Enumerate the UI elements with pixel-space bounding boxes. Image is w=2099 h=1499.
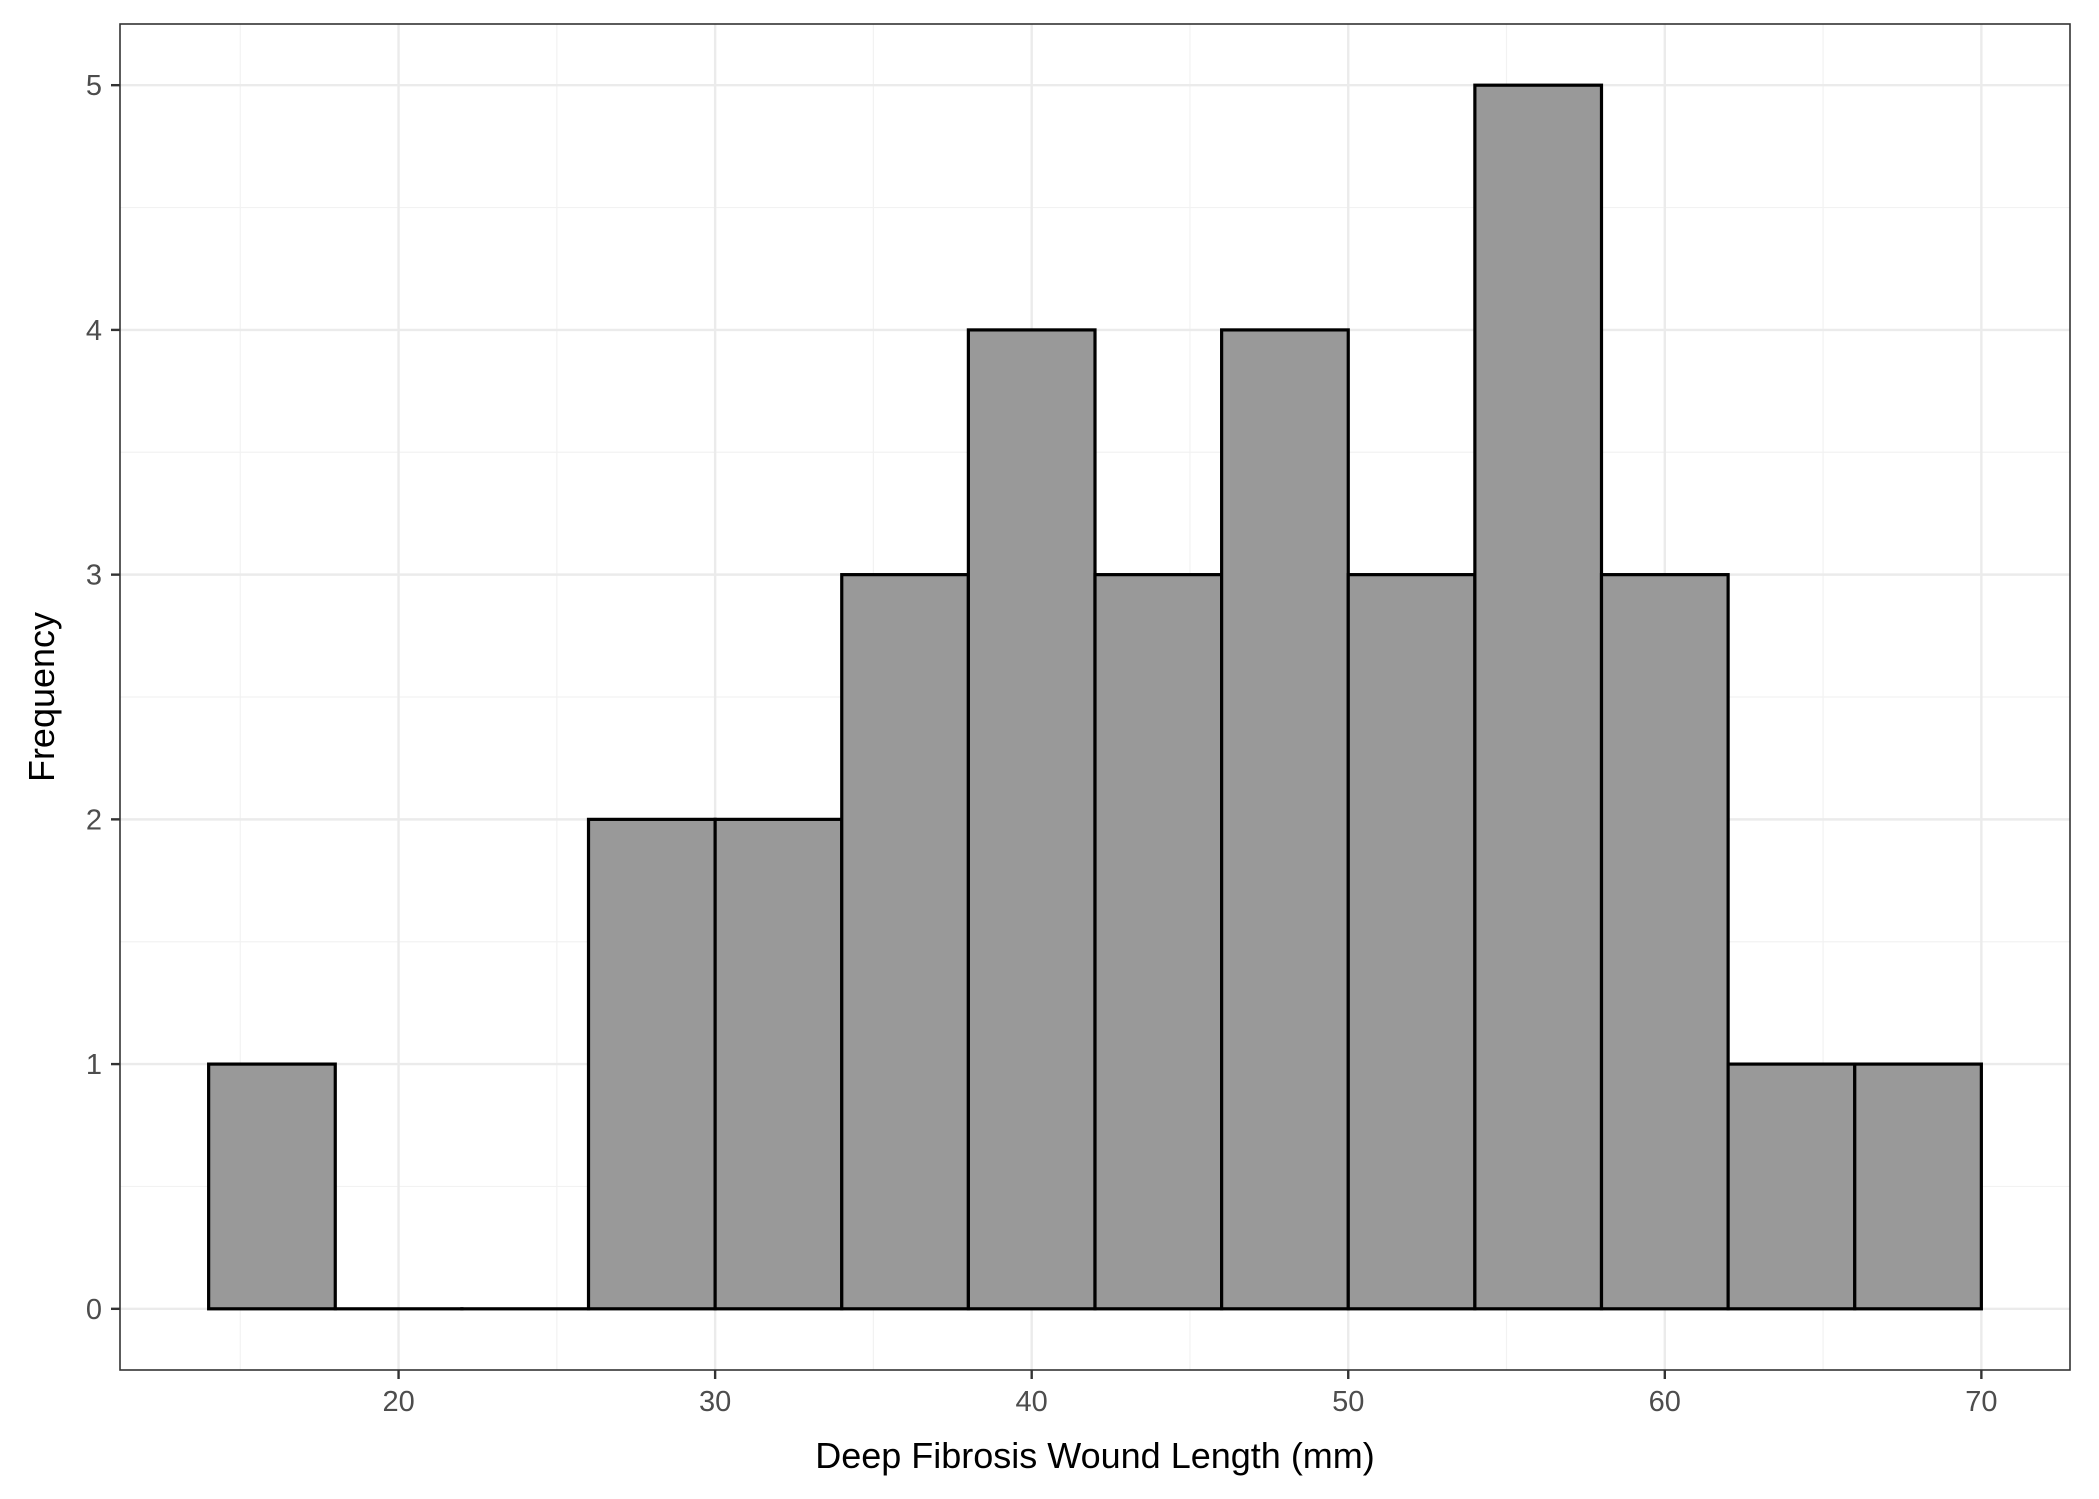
histogram-bar-30-34 [713, 817, 844, 1311]
plot-panel-border [119, 23, 2071, 1371]
y-tick-label: 4 [86, 315, 102, 347]
histogram-bar-46-50 [1220, 328, 1350, 1311]
histogram-bar-42-46 [1093, 573, 1224, 1311]
histogram-bar-38-42 [966, 328, 1097, 1311]
histogram-bar-26-30 [586, 817, 717, 1311]
y-tick-label: 3 [86, 560, 102, 592]
histogram-bar-34-38 [840, 573, 970, 1311]
histogram-bar-50-54 [1346, 573, 1477, 1311]
x-tick-label: 70 [1965, 1386, 1997, 1418]
x-axis-title: Deep Fibrosis Wound Length (mm) [815, 1435, 1375, 1476]
x-axis: 20 30 40 50 60 70 [382, 1370, 1997, 1418]
histogram-bar-58-62 [1599, 573, 1730, 1311]
x-tick-label: 50 [1332, 1386, 1364, 1418]
histogram-bar-62-66 [1726, 1062, 1857, 1311]
y-axis: 0 1 2 3 4 5 [86, 70, 120, 1326]
histogram-bar-14-18 [207, 1062, 337, 1311]
y-axis-title: Frequency [21, 612, 62, 782]
histogram-bar-66-70 [1853, 1062, 1983, 1311]
x-tick-label: 60 [1649, 1386, 1681, 1418]
x-tick-label: 20 [382, 1386, 414, 1418]
y-tick-label: 1 [86, 1049, 102, 1081]
y-tick-label: 5 [86, 70, 102, 102]
x-tick-label: 40 [1016, 1386, 1048, 1418]
y-tick-label: 2 [86, 804, 102, 836]
histogram-bars [207, 83, 1983, 1311]
histogram-bar-54-58 [1473, 83, 1604, 1311]
y-tick-label: 0 [86, 1294, 102, 1326]
x-tick-label: 30 [699, 1386, 731, 1418]
